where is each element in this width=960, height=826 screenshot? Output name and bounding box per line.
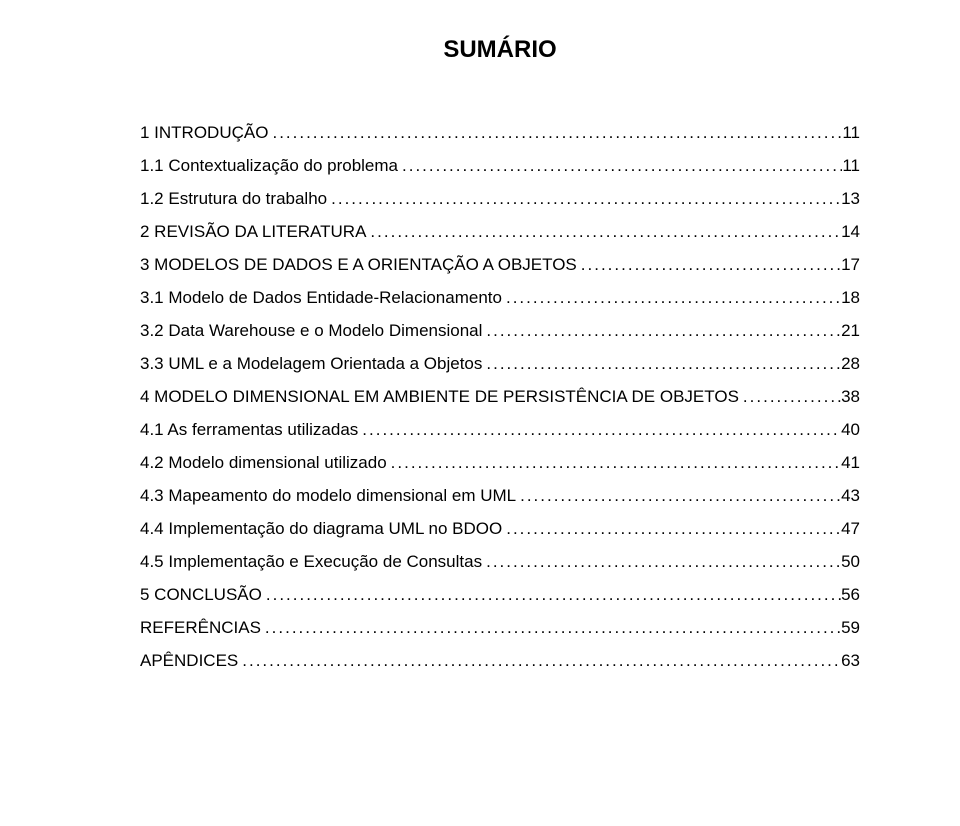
toc-leader xyxy=(262,586,841,603)
toc-page-number: 38 xyxy=(841,388,860,405)
toc-label: 3.2 Data Warehouse e o Modelo Dimensiona… xyxy=(140,322,482,339)
page-title: SUMÁRIO xyxy=(140,36,860,64)
toc-row: 4.5 Implementação e Execução de Consulta… xyxy=(140,553,860,570)
toc-label: 4 MODELO DIMENSIONAL EM AMBIENTE DE PERS… xyxy=(140,388,739,405)
toc-leader xyxy=(238,652,841,669)
toc-leader xyxy=(482,322,841,339)
toc-leader xyxy=(482,553,841,570)
toc-label: 3.1 Modelo de Dados Entidade-Relacioname… xyxy=(140,289,502,306)
toc-row: 3.3 UML e a Modelagem Orientada a Objeto… xyxy=(140,355,860,372)
toc-page-number: 21 xyxy=(841,322,860,339)
toc-label: 4.3 Mapeamento do modelo dimensional em … xyxy=(140,487,516,504)
toc-leader xyxy=(327,190,841,207)
toc-row: 4 MODELO DIMENSIONAL EM AMBIENTE DE PERS… xyxy=(140,388,860,405)
toc-page-number: 56 xyxy=(841,586,860,603)
toc-row: 4.4 Implementação do diagrama UML no BDO… xyxy=(140,520,860,537)
toc-leader xyxy=(261,619,841,636)
toc-leader xyxy=(516,487,841,504)
toc-page-number: 14 xyxy=(841,223,860,240)
toc-leader xyxy=(387,454,841,471)
toc-row: 2 REVISÃO DA LITERATURA 14 xyxy=(140,223,860,240)
toc-leader xyxy=(577,256,841,273)
toc-page-number: 17 xyxy=(841,256,860,273)
toc-row: 4.3 Mapeamento do modelo dimensional em … xyxy=(140,487,860,504)
toc-leader xyxy=(739,388,841,405)
toc-row: 3.2 Data Warehouse e o Modelo Dimensiona… xyxy=(140,322,860,339)
toc-label: 1 INTRODUÇÃO xyxy=(140,124,268,141)
toc-label: 4.4 Implementação do diagrama UML no BDO… xyxy=(140,520,502,537)
toc-row: REFERÊNCIAS 59 xyxy=(140,619,860,636)
toc-row: 4.2 Modelo dimensional utilizado 41 xyxy=(140,454,860,471)
toc-label: 4.5 Implementação e Execução de Consulta… xyxy=(140,553,482,570)
toc-label: 4.2 Modelo dimensional utilizado xyxy=(140,454,387,471)
table-of-contents: 1 INTRODUÇÃO111.1 Contextualização do pr… xyxy=(140,124,860,669)
toc-page-number: 50 xyxy=(841,553,860,570)
toc-row: 3 MODELOS DE DADOS E A ORIENTAÇÃO A OBJE… xyxy=(140,256,860,273)
toc-leader xyxy=(358,421,841,438)
toc-page-number: 13 xyxy=(841,190,860,207)
toc-leader xyxy=(502,520,841,537)
toc-page-number: 43 xyxy=(841,487,860,504)
toc-leader xyxy=(398,157,842,174)
toc-label: 1.1 Contextualização do problema xyxy=(140,157,398,174)
toc-page-number: 59 xyxy=(841,619,860,636)
toc-row: 1 INTRODUÇÃO 11 xyxy=(140,124,860,141)
toc-page-number: 28 xyxy=(841,355,860,372)
toc-row: 1.1 Contextualização do problema 11 xyxy=(140,157,860,174)
toc-page-number: 11 xyxy=(842,157,860,174)
toc-row: 5 CONCLUSÃO 56 xyxy=(140,586,860,603)
toc-label: 5 CONCLUSÃO xyxy=(140,586,262,603)
toc-leader xyxy=(482,355,841,372)
toc-label: 4.1 As ferramentas utilizadas xyxy=(140,421,358,438)
toc-label: 1.2 Estrutura do trabalho xyxy=(140,190,327,207)
toc-row: 4.1 As ferramentas utilizadas 40 xyxy=(140,421,860,438)
toc-row: 1.2 Estrutura do trabalho 13 xyxy=(140,190,860,207)
toc-label: 3.3 UML e a Modelagem Orientada a Objeto… xyxy=(140,355,482,372)
toc-label: APÊNDICES xyxy=(140,652,238,669)
toc-leader xyxy=(268,124,842,141)
toc-label: REFERÊNCIAS xyxy=(140,619,261,636)
toc-page-number: 41 xyxy=(841,454,860,471)
toc-leader xyxy=(502,289,841,306)
toc-row: APÊNDICES 63 xyxy=(140,652,860,669)
toc-label: 3 MODELOS DE DADOS E A ORIENTAÇÃO A OBJE… xyxy=(140,256,577,273)
toc-page-number: 11 xyxy=(842,124,860,141)
toc-page-number: 18 xyxy=(841,289,860,306)
toc-page-number: 63 xyxy=(841,652,860,669)
toc-page-number: 40 xyxy=(841,421,860,438)
toc-row: 3.1 Modelo de Dados Entidade-Relacioname… xyxy=(140,289,860,306)
toc-page-number: 47 xyxy=(841,520,860,537)
toc-leader xyxy=(366,223,841,240)
toc-label: 2 REVISÃO DA LITERATURA xyxy=(140,223,366,240)
